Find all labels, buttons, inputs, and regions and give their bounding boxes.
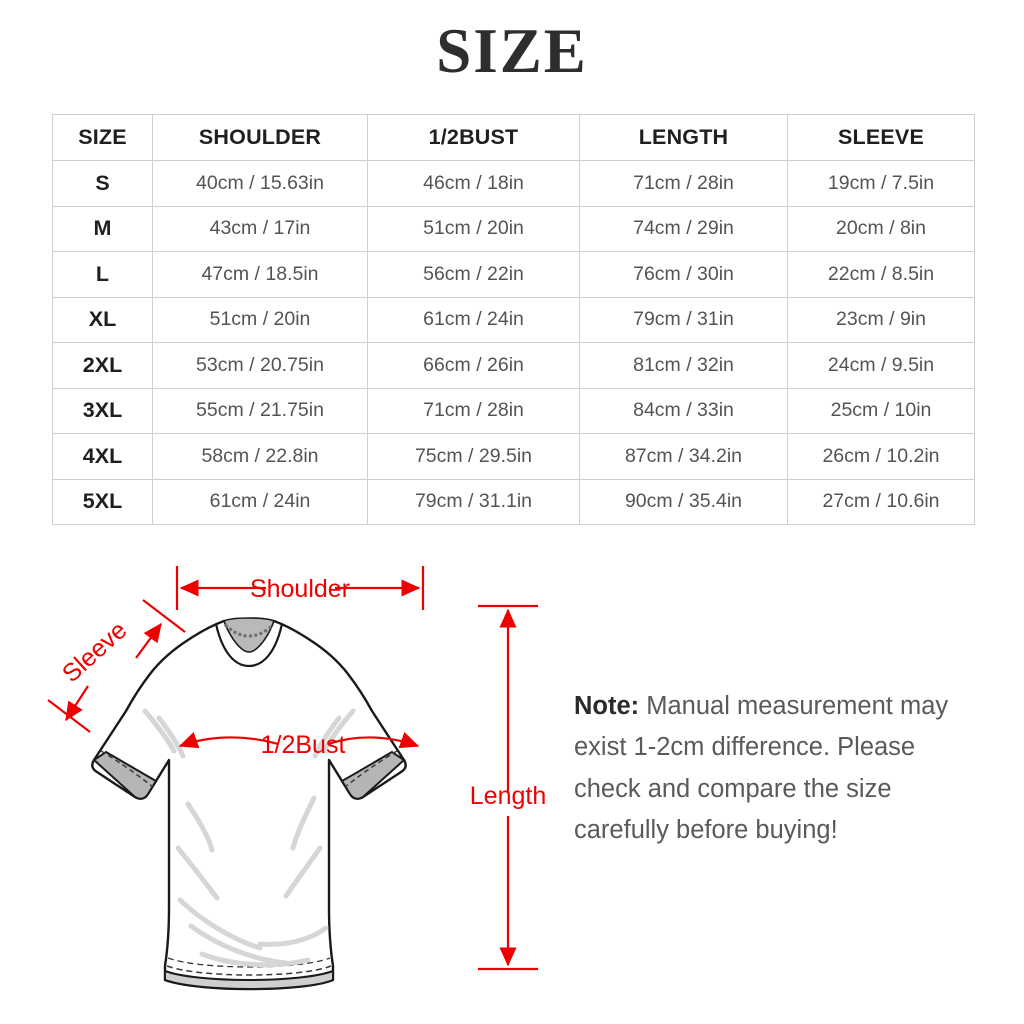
collar-ribbing (214, 623, 284, 668)
cell-size: 5XL (52, 478, 153, 525)
cell-shoulder: 40cm / 15.63in (152, 160, 368, 207)
bottom-hem-stitch-2 (167, 957, 331, 968)
cell-length: 81cm / 32in (579, 342, 788, 389)
note-label: Note: (574, 692, 640, 720)
cell-bust: 71cm / 28in (367, 387, 580, 434)
bust-arrow-left (178, 732, 279, 749)
tshirt-body-outline (91, 619, 407, 991)
cell-sleeve: 26cm / 10.2in (787, 433, 975, 480)
cell-length: 90cm / 35.4in (579, 478, 788, 525)
table-row: XL 51cm / 20in 61cm / 24in 79cm / 31in 2… (52, 296, 975, 343)
page-title: SIZE (436, 16, 588, 86)
cell-size: L (52, 251, 153, 298)
cell-bust: 61cm / 24in (367, 296, 580, 343)
cell-sleeve: 24cm / 9.5in (787, 342, 975, 389)
cell-shoulder: 43cm / 17in (152, 205, 368, 252)
cell-length: 74cm / 29in (579, 205, 788, 252)
cell-bust: 75cm / 29.5in (367, 433, 580, 480)
cell-size: M (52, 205, 153, 252)
cell-length: 71cm / 28in (579, 160, 788, 207)
dimension-annotations (47, 566, 538, 971)
cell-size: 2XL (52, 342, 153, 389)
cell-bust: 46cm / 18in (367, 160, 580, 207)
cell-shoulder: 58cm / 22.8in (152, 433, 368, 480)
cell-sleeve: 22cm / 8.5in (787, 251, 975, 298)
cell-sleeve: 20cm / 8in (787, 205, 975, 252)
table-row: M 43cm / 17in 51cm / 20in 74cm / 29in 20… (52, 205, 975, 252)
table-header-row: SIZE SHOULDER 1/2BUST LENGTH SLEEVE (52, 114, 975, 161)
left-sleeve-hem (92, 750, 158, 800)
measurement-diagram: Shoulder Sleeve 1/2Bust Length (28, 548, 568, 1018)
cell-length: 79cm / 31in (579, 296, 788, 343)
column-header-bust: 1/2BUST (367, 114, 580, 161)
table-row: 2XL 53cm / 20.75in 66cm / 26in 81cm / 32… (52, 342, 975, 389)
cell-bust: 66cm / 26in (367, 342, 580, 389)
label-sleeve: Sleeve (57, 616, 133, 688)
table-row: S 40cm / 15.63in 46cm / 18in 71cm / 28in… (52, 160, 975, 207)
cell-sleeve: 23cm / 9in (787, 296, 975, 343)
column-header-size: SIZE (52, 114, 153, 161)
cell-length: 87cm / 34.2in (579, 433, 788, 480)
label-shoulder: Shoulder (250, 575, 350, 603)
cell-shoulder: 61cm / 24in (152, 478, 368, 525)
cell-bust: 56cm / 22in (367, 251, 580, 298)
label-length: Length (470, 782, 546, 810)
cell-bust: 79cm / 31.1in (367, 478, 580, 525)
cell-sleeve: 19cm / 7.5in (787, 160, 975, 207)
cell-shoulder: 47cm / 18.5in (152, 251, 368, 298)
fabric-folds (142, 708, 356, 968)
cell-shoulder: 53cm / 20.75in (152, 342, 368, 389)
cell-length: 84cm / 33in (579, 387, 788, 434)
size-table: SIZE SHOULDER 1/2BUST LENGTH SLEEVE S 40… (52, 114, 975, 525)
column-header-shoulder: SHOULDER (152, 114, 368, 161)
cell-bust: 51cm / 20in (367, 205, 580, 252)
label-bust: 1/2Bust (261, 731, 346, 759)
bottom-hem-stitch (166, 965, 332, 976)
cell-size: 3XL (52, 387, 153, 434)
bottom-hem (164, 969, 334, 990)
tshirt-illustration (91, 617, 407, 991)
cell-sleeve: 27cm / 10.6in (787, 478, 975, 525)
cell-sleeve: 25cm / 10in (787, 387, 975, 434)
cell-size: 4XL (52, 433, 153, 480)
cell-size: XL (52, 296, 153, 343)
collar-back-band (224, 623, 274, 638)
sleeve-tick-upper (142, 599, 186, 633)
right-sleeve-hem (340, 750, 406, 800)
note-block: Note: Manual measurement may exist 1-2cm… (574, 686, 974, 851)
table-row: 4XL 58cm / 22.8in 75cm / 29.5in 87cm / 3… (52, 433, 975, 480)
cell-size: S (52, 160, 153, 207)
table-row: 5XL 61cm / 24in 79cm / 31.1in 90cm / 35.… (52, 478, 975, 525)
cell-length: 76cm / 30in (579, 251, 788, 298)
sleeve-arrow-upper (135, 622, 162, 659)
cell-shoulder: 55cm / 21.75in (152, 387, 368, 434)
column-header-length: LENGTH (579, 114, 788, 161)
table-row: L 47cm / 18.5in 56cm / 22in 76cm / 30in … (52, 251, 975, 298)
bust-arrow-right (327, 732, 420, 749)
cell-shoulder: 51cm / 20in (152, 296, 368, 343)
sleeve-arrow-lower (65, 685, 89, 722)
column-header-sleeve: SLEEVE (787, 114, 975, 161)
table-row: 3XL 55cm / 21.75in 71cm / 28in 84cm / 33… (52, 387, 975, 434)
note-text: Manual measurement may exist 1-2cm diffe… (574, 692, 949, 844)
